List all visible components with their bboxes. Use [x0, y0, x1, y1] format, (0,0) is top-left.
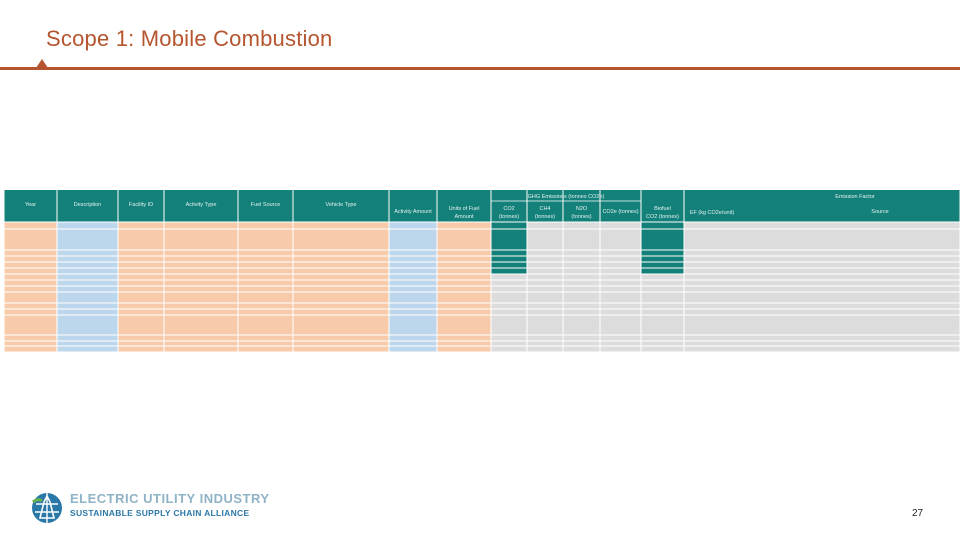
column-header-activity-type: Activity Type — [186, 202, 217, 208]
column-header-ef-kg-co2e-unit: EF (kg CO2e/unit) — [690, 210, 734, 216]
globe-icon — [32, 493, 62, 523]
column-header-units-of-fuel-amount: Units of Fuel Amount — [449, 206, 480, 220]
table-column-fill — [57, 222, 118, 352]
computed-cell-block — [491, 222, 527, 274]
table-column-fill — [4, 222, 57, 352]
table-column-fill — [238, 222, 293, 352]
page-number: 27 — [912, 508, 924, 519]
alliance-logo: ELECTRIC UTILITY INDUSTRY SUSTAINABLE SU… — [30, 488, 269, 528]
column-header-vehicle-type: Vehicle Type — [325, 202, 356, 208]
title-rule-marker — [36, 59, 48, 68]
table-header-band — [4, 190, 960, 222]
group-header-emission-factor: Emission Factor — [835, 194, 875, 200]
table-column-fill — [527, 222, 563, 352]
table-column-fill — [563, 222, 600, 352]
table-column-fill — [293, 222, 389, 352]
table-column-fill — [684, 222, 960, 352]
computed-cell-block — [641, 222, 684, 274]
column-header-co2e-tonnes: CO2e (tonnes) — [602, 209, 638, 215]
table-column-fill — [118, 222, 164, 352]
column-header-facility-id: Facility ID — [129, 202, 153, 208]
table-column-fill — [437, 222, 491, 352]
slide-title: Scope 1: Mobile Combustion — [46, 26, 333, 51]
title-rule — [0, 67, 960, 70]
brand-line-2: SUSTAINABLE SUPPLY CHAIN ALLIANCE — [70, 508, 250, 518]
column-header-description: Description — [74, 202, 102, 208]
table-column-fill — [164, 222, 238, 352]
table-column-fill — [600, 222, 641, 352]
column-header-fuel-source: Fuel Source — [251, 202, 281, 208]
column-header-ch4-tonnes: CH4 (tonnes) — [535, 206, 555, 220]
column-header-source: Source — [871, 209, 888, 215]
column-header-co2-tonnes: CO2 (tonnes) — [499, 206, 519, 220]
column-header-year: Year — [25, 202, 36, 208]
column-header-activity-amount: Activity Amount — [394, 209, 432, 215]
group-header-ghg: GHG Emissions (tonnes CO2e) — [528, 194, 605, 200]
column-header-biofuel-co2-tonnes: Biofuel CO2 (tonnes) — [646, 206, 679, 220]
column-header-n2o-tonnes: N2O (tonnes) — [571, 206, 591, 220]
brand-line-1: ELECTRIC UTILITY INDUSTRY — [70, 491, 270, 506]
table-column-fill — [389, 222, 437, 352]
